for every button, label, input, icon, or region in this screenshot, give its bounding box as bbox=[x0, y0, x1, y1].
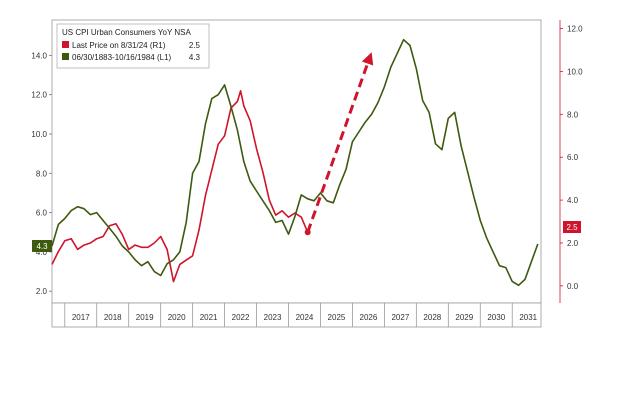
left-tick-label: 10.0 bbox=[31, 130, 47, 139]
x-tick-label: 2029 bbox=[455, 313, 473, 322]
right-badge-value: 2.5 bbox=[566, 223, 578, 232]
x-tick-label: 2023 bbox=[264, 313, 282, 322]
right-tick-label: 12.0 bbox=[567, 25, 583, 34]
left-badge-value: 4.3 bbox=[36, 242, 48, 251]
x-tick-label: 2030 bbox=[487, 313, 505, 322]
x-tick-label: 2025 bbox=[328, 313, 346, 322]
right-last-value-badge: 2.5 bbox=[563, 221, 581, 233]
left-tick-label: 6.0 bbox=[36, 209, 48, 218]
x-tick-label: 2019 bbox=[136, 313, 154, 322]
x-tick-label: 2020 bbox=[168, 313, 186, 322]
right-tick-label: 8.0 bbox=[567, 110, 579, 119]
left-tick-label: 8.0 bbox=[36, 169, 48, 178]
x-tick-label: 2027 bbox=[391, 313, 409, 322]
series-layer bbox=[51, 38, 539, 287]
x-tick-label: 2022 bbox=[232, 313, 250, 322]
right-tick-label: 4.0 bbox=[567, 196, 579, 205]
x-tick-label: 2026 bbox=[360, 313, 378, 322]
legend-swatch-historical bbox=[62, 53, 69, 60]
x-tick-label: 2021 bbox=[200, 313, 218, 322]
x-tick-label: 2031 bbox=[519, 313, 537, 322]
left-tick-label: 14.0 bbox=[31, 51, 47, 60]
right-tick-label: 6.0 bbox=[567, 153, 579, 162]
right-axis: 0.0 2.0 4.0 6.0 8.0 10.0 12.0 bbox=[559, 20, 583, 303]
right-tick-label: 0.0 bbox=[567, 282, 579, 291]
left-axis: 2.0 4.0 6.0 8.0 10.0 12.0 14.0 bbox=[31, 51, 52, 296]
right-tick-label: 10.0 bbox=[567, 67, 583, 76]
x-tick-label: 2024 bbox=[296, 313, 314, 322]
x-tick-label: 2028 bbox=[423, 313, 441, 322]
left-tick-label: 2.0 bbox=[36, 287, 48, 296]
left-badge-bg bbox=[32, 240, 52, 252]
arrow-head bbox=[361, 52, 374, 66]
left-tick-label: 12.0 bbox=[31, 91, 47, 100]
legend: US CPI Urban Consumers YoY NSA Last Pric… bbox=[56, 23, 210, 69]
right-tick-label: 2.0 bbox=[567, 239, 579, 248]
left-last-value-badge: 4.3 bbox=[32, 240, 52, 252]
series-line-historical bbox=[51, 38, 539, 287]
legend-label-last-price: Last Price on 8/31/24 (R1) bbox=[72, 41, 166, 50]
legend-swatch-last-price bbox=[62, 41, 69, 48]
annotation-layer bbox=[304, 52, 374, 236]
x-tick-label: 2018 bbox=[104, 313, 122, 322]
series-line-last-price bbox=[51, 90, 309, 283]
legend-label-historical: 06/30/1883-10/16/1984 (L1) bbox=[72, 53, 172, 62]
right-badge-bg bbox=[563, 221, 581, 233]
legend-box bbox=[56, 23, 210, 69]
legend-value-last-price: 2.5 bbox=[189, 41, 201, 50]
legend-title: US CPI Urban Consumers YoY NSA bbox=[62, 28, 191, 37]
legend-value-historical: 4.3 bbox=[189, 53, 201, 62]
arrow-shaft bbox=[306, 62, 370, 233]
left-tick-label: 4.0 bbox=[36, 248, 48, 257]
x-axis-frame bbox=[51, 302, 542, 328]
x-axis-band: 2017 2018 2019 2020 2021 2022 2023 2024 2025 2026… bbox=[51, 302, 542, 328]
x-tick-label: 2017 bbox=[72, 313, 90, 322]
